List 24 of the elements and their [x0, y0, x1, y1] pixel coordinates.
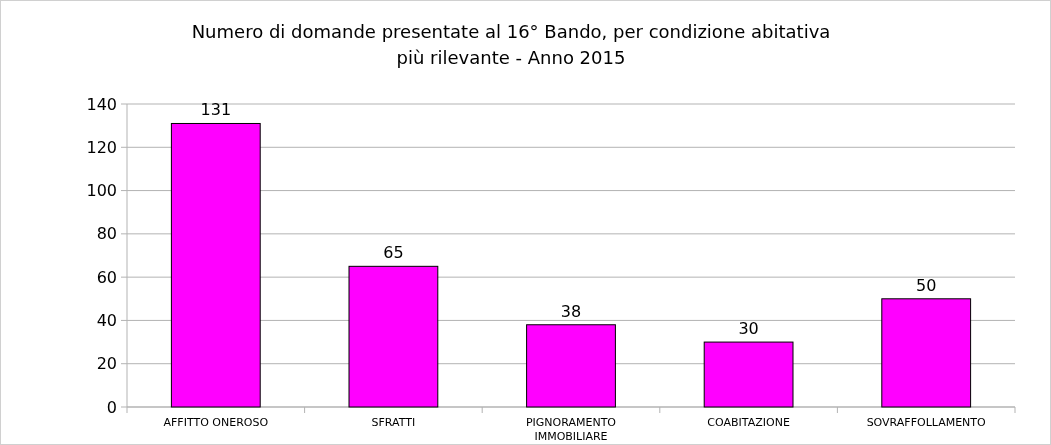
data-label: 30 [738, 319, 759, 339]
bar [348, 265, 439, 408]
x-tick-label: COABITAZIONE [707, 416, 790, 429]
y-tick-label: 80 [96, 224, 117, 244]
x-tick-label: PIGNORAMENTO IMMOBILIARE [525, 416, 617, 443]
bar [703, 341, 794, 408]
y-tick-label: 120 [86, 137, 117, 157]
y-tick-label: 140 [86, 94, 117, 114]
y-tick-label: 0 [106, 397, 117, 417]
y-tick-label: 100 [86, 181, 117, 201]
bar [881, 298, 972, 408]
x-tick-label: SFRATTI [371, 416, 416, 429]
data-label: 131 [200, 100, 232, 120]
x-tick-label: AFFITTO ONEROSO [163, 416, 269, 429]
y-tick-label: 60 [96, 267, 117, 287]
bar [170, 122, 261, 408]
y-tick-label: 20 [96, 354, 117, 374]
data-label: 38 [560, 301, 582, 321]
y-tick-label: 40 [96, 311, 117, 331]
data-label: 65 [383, 243, 404, 263]
chart-title: Numero di domande presentate al 16° Bando, per condizione abitativa più rilevante - Anno 2015 [191, 21, 831, 68]
bar [526, 324, 616, 408]
x-tick-label: SOVRAFFOLLAMENTO [866, 416, 987, 429]
data-label: 50 [916, 275, 937, 295]
